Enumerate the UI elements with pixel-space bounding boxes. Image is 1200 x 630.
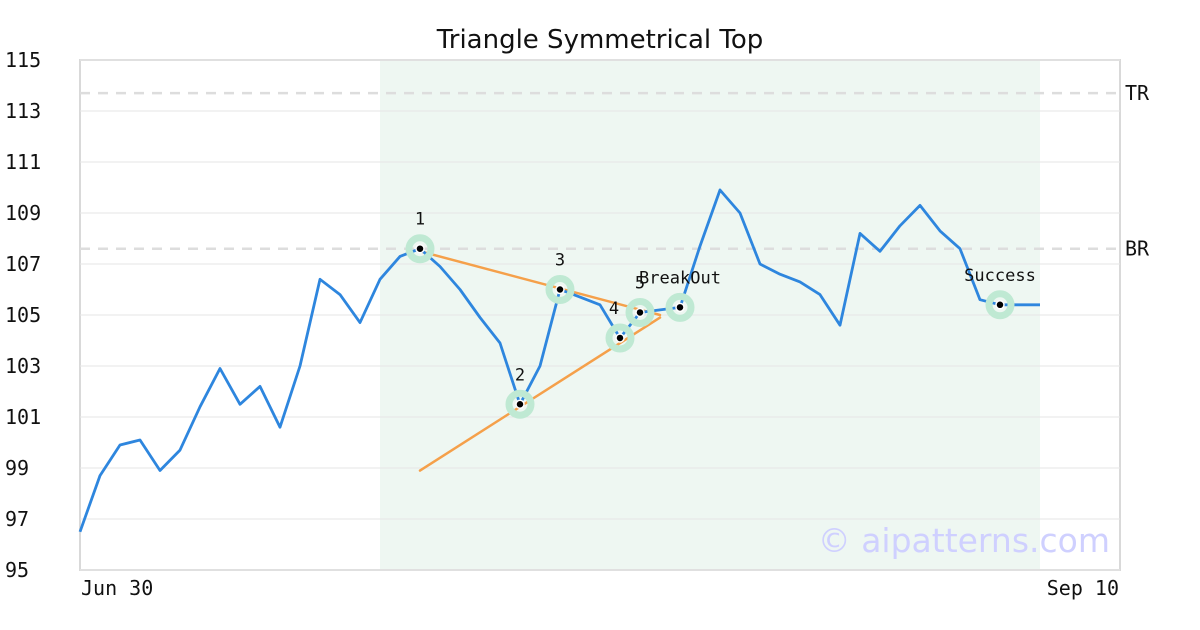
point-label: Success <box>964 266 1036 286</box>
x-tick-label: Jun 30 <box>81 576 153 600</box>
point-label: 3 <box>555 251 565 271</box>
y-tick-label: 97 <box>5 507 29 531</box>
y-tick-label: 99 <box>5 456 29 480</box>
reference-line-label: TR <box>1125 81 1150 105</box>
trend-line <box>418 316 662 472</box>
watermark: © aipatterns.com <box>818 521 1110 560</box>
point-marker <box>675 302 685 313</box>
point-marker-ring <box>605 323 635 353</box>
point-label: 2 <box>515 365 525 385</box>
y-tick-label: 113 <box>5 99 41 123</box>
point-marker <box>995 300 1005 310</box>
point-label: 4 <box>609 299 619 319</box>
point-marker <box>635 307 645 318</box>
point-marker <box>555 284 565 295</box>
y-tick-label: 109 <box>5 201 41 225</box>
y-tick-label: 103 <box>5 354 41 378</box>
point-marker-ring <box>545 275 575 304</box>
point-marker <box>615 333 625 343</box>
point-marker-ring <box>665 292 695 322</box>
reference-line-label: BR <box>1125 237 1150 261</box>
point-marker-ring <box>985 290 1015 320</box>
y-tick-label: 111 <box>5 150 41 174</box>
y-tick-label: 115 <box>5 48 41 72</box>
x-tick-label: Sep 10 <box>1047 576 1119 600</box>
point-marker-ring <box>505 389 535 419</box>
point-marker <box>515 399 525 409</box>
chart-title: Triangle Symmetrical Top <box>436 25 764 55</box>
point-label: BreakOut <box>639 268 721 288</box>
point-marker-ring <box>405 234 435 264</box>
point-marker-ring <box>625 297 655 327</box>
trend-line <box>418 250 662 317</box>
point-marker <box>415 243 425 254</box>
y-tick-label: 101 <box>5 405 41 429</box>
y-tick-label: 95 <box>5 558 29 582</box>
y-tick-label: 107 <box>5 252 41 276</box>
point-label: 5 <box>635 273 645 293</box>
y-tick-label: 105 <box>5 303 41 327</box>
point-label: 1 <box>415 210 425 230</box>
